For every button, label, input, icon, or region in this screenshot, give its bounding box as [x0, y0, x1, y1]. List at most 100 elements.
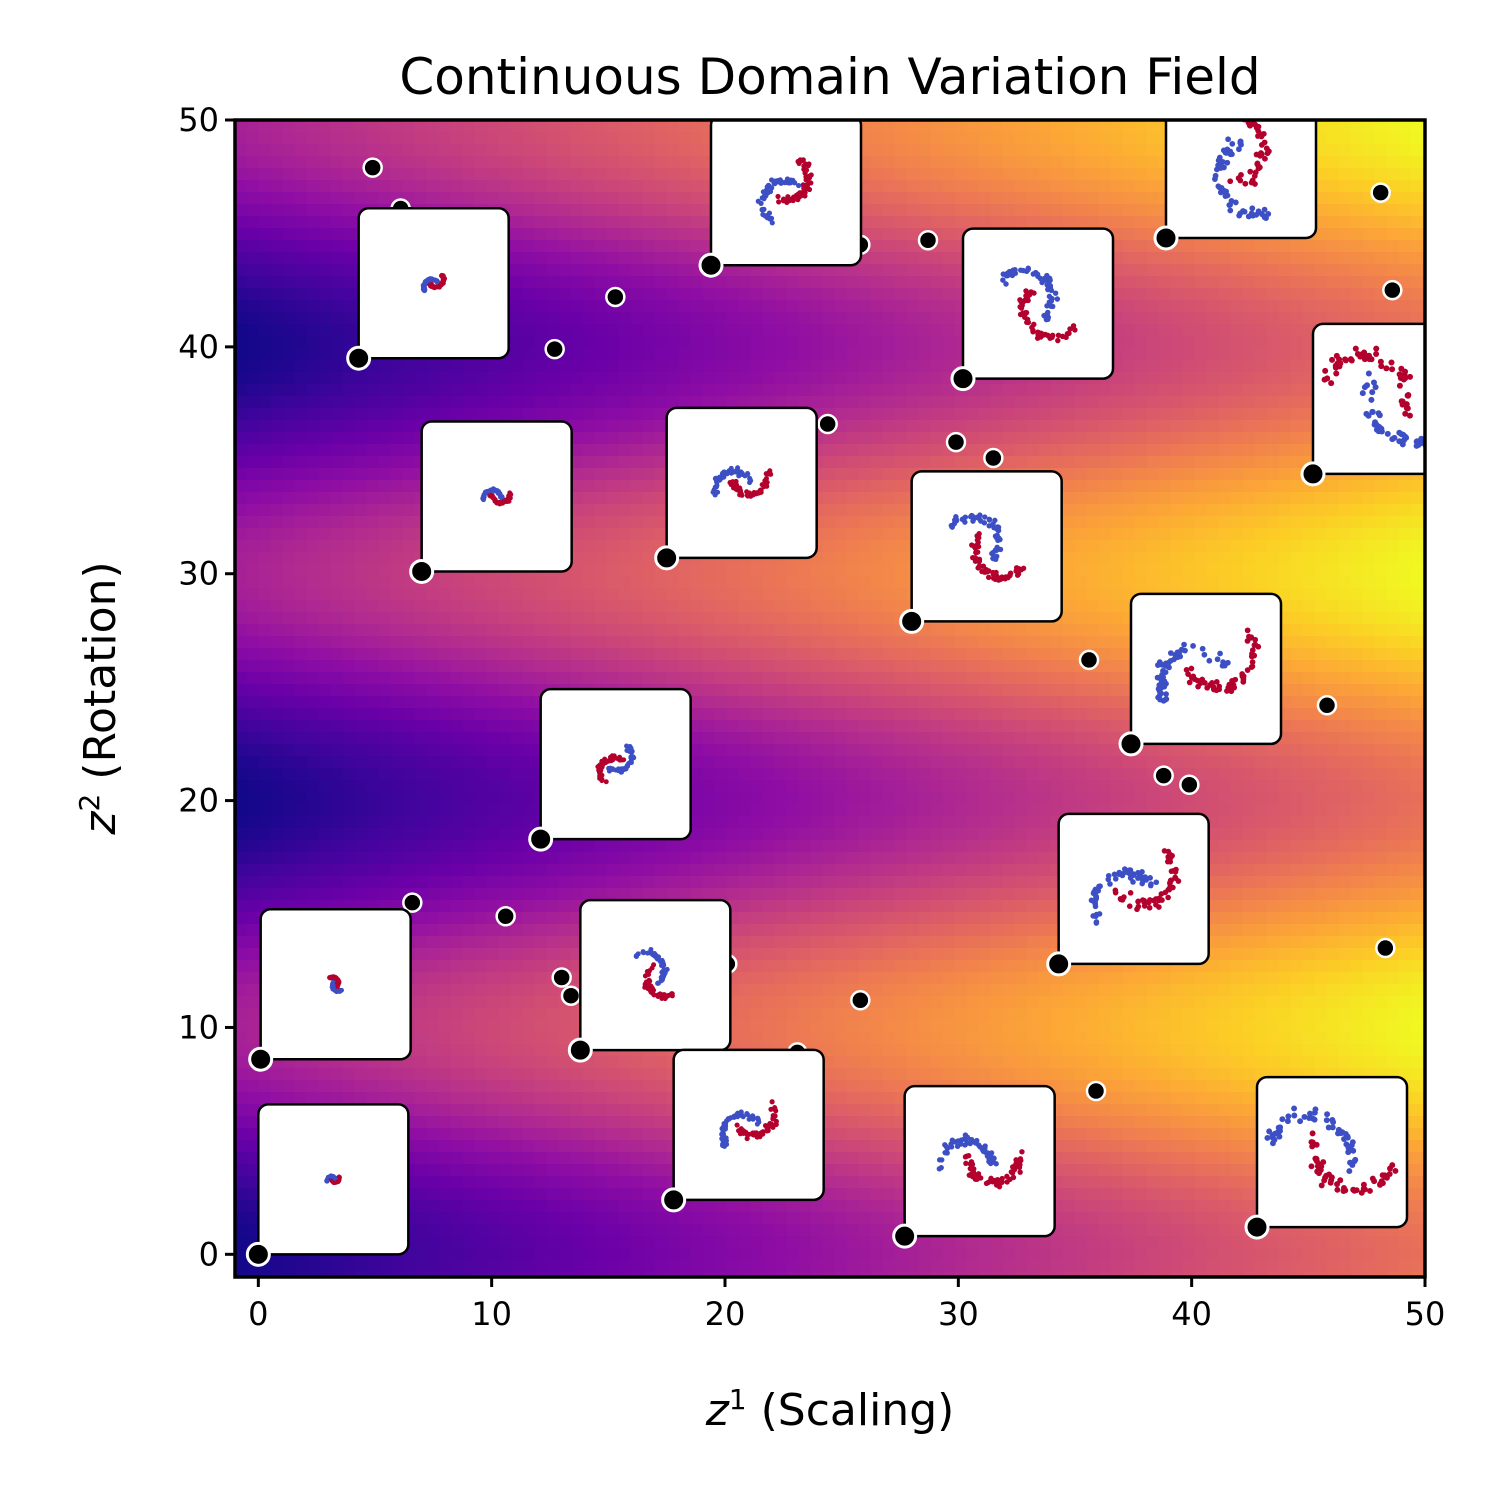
colormap-cell: [823, 708, 836, 721]
colormap-cell: [559, 1212, 572, 1225]
colormap-cell: [235, 1068, 248, 1081]
colormap-cell: [415, 960, 428, 973]
colormap-cell: [763, 588, 776, 601]
colormap-cell: [787, 1032, 800, 1045]
colormap-cell: [499, 756, 512, 769]
colormap-cell: [691, 876, 704, 889]
colormap-cell: [775, 852, 788, 865]
colormap-cell: [403, 816, 416, 829]
colormap-cell: [487, 384, 500, 397]
colormap-cell: [631, 1200, 644, 1213]
colormap-cell: [367, 144, 380, 157]
colormap-cell: [619, 1236, 632, 1249]
colormap-cell: [595, 840, 608, 853]
colormap-cell: [391, 672, 404, 685]
colormap-cell: [379, 732, 392, 745]
colormap-cell: [559, 1176, 572, 1189]
colormap-cell: [367, 420, 380, 433]
colormap-cell: [703, 324, 716, 337]
colormap-cell: [499, 1164, 512, 1177]
colormap-cell: [355, 552, 368, 565]
colormap-cell: [811, 372, 824, 385]
colormap-cell: [247, 420, 260, 433]
colormap-cell: [787, 384, 800, 397]
colormap-cell: [307, 168, 320, 181]
colormap-cell: [415, 828, 428, 841]
colormap-cell: [331, 156, 344, 169]
colormap-cell: [355, 792, 368, 805]
colormap-cell: [511, 792, 524, 805]
colormap-cell: [439, 696, 452, 709]
colormap-cell: [607, 1176, 620, 1189]
colormap-cell: [295, 864, 308, 877]
colormap-cell: [271, 168, 284, 181]
colormap-cell: [607, 528, 620, 541]
colormap-cell: [823, 1008, 836, 1021]
colormap-cell: [823, 576, 836, 589]
colormap-cell: [511, 1248, 524, 1261]
colormap-cell: [835, 660, 848, 673]
colormap-cell: [811, 336, 824, 349]
colormap-cell: [295, 828, 308, 841]
colormap-cell: [463, 912, 476, 925]
colormap-cell: [559, 900, 572, 913]
colormap-cell: [535, 336, 548, 349]
colormap-cell: [511, 720, 524, 733]
colormap-cell: [475, 1200, 488, 1213]
colormap-cell: [535, 1116, 548, 1129]
colormap-cell: [523, 1176, 536, 1189]
colormap-cell: [511, 672, 524, 685]
colormap-cell: [463, 1164, 476, 1177]
colormap-cell: [367, 1272, 380, 1277]
colormap-cell: [487, 168, 500, 181]
colormap-cell: [559, 300, 572, 313]
colormap-cell: [367, 1092, 380, 1105]
colormap-cell: [559, 372, 572, 385]
colormap-cell: [823, 672, 836, 685]
colormap-cell: [487, 756, 500, 769]
colormap-cell: [691, 780, 704, 793]
colormap-cell: [235, 1164, 248, 1177]
colormap-cell: [787, 876, 800, 889]
colormap-cell: [823, 348, 836, 361]
colormap-cell: [343, 516, 356, 529]
colormap-cell: [283, 684, 296, 697]
colormap-cell: [259, 372, 272, 385]
colormap-cell: [643, 156, 656, 169]
colormap-cell: [283, 660, 296, 673]
colormap-cell: [487, 768, 500, 781]
colormap-cell: [235, 516, 248, 529]
colormap-cell: [835, 708, 848, 721]
colormap-cell: [403, 168, 416, 181]
colormap-cell: [343, 420, 356, 433]
colormap-cell: [511, 384, 524, 397]
colormap-cell: [619, 1272, 632, 1277]
colormap-cell: [739, 1200, 752, 1213]
colormap-cell: [775, 876, 788, 889]
colormap-cell: [235, 768, 248, 781]
colormap-cell: [691, 660, 704, 673]
colormap-cell: [475, 624, 488, 637]
colormap-cell: [643, 348, 656, 361]
colormap-cell: [487, 732, 500, 745]
colormap-cell: [463, 1140, 476, 1153]
colormap-cell: [775, 720, 788, 733]
colormap-cell: [367, 864, 380, 877]
colormap-cell: [355, 1080, 368, 1093]
colormap-cell: [787, 1020, 800, 1033]
colormap-cell: [511, 852, 524, 865]
colormap-cell: [691, 792, 704, 805]
colormap-cell: [823, 756, 836, 769]
colormap-cell: [295, 336, 308, 349]
colormap-cell: [715, 744, 728, 757]
colormap-cell: [367, 528, 380, 541]
colormap-cell: [727, 624, 740, 637]
colormap-cell: [307, 1260, 320, 1273]
colormap-cell: [355, 540, 368, 553]
colormap-cell: [247, 324, 260, 337]
colormap-cell: [331, 528, 344, 541]
colormap-cell: [343, 1080, 356, 1093]
colormap-cell: [487, 1188, 500, 1201]
colormap-cell: [751, 972, 764, 985]
colormap-cell: [595, 516, 608, 529]
